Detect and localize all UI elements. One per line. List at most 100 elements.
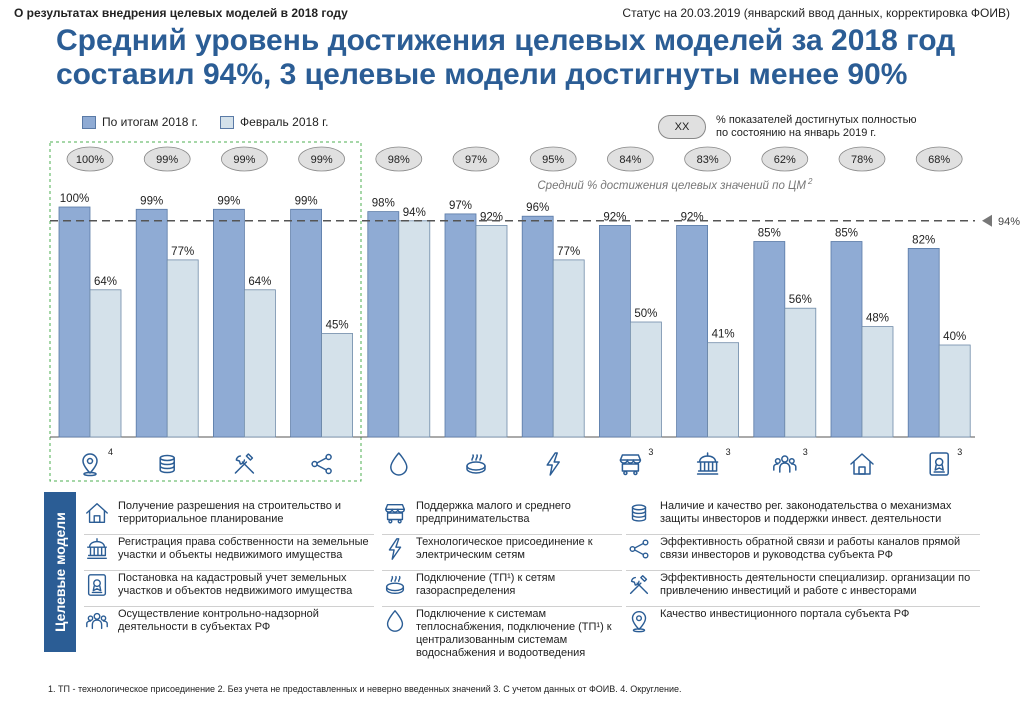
market-stall-icon <box>385 503 405 524</box>
data-label-series1: 96% <box>526 202 549 214</box>
lightning-icon <box>388 538 402 560</box>
target-model-icon <box>626 608 654 634</box>
target-model-icon <box>382 572 410 598</box>
chart-legend: По итогам 2018 г. Февраль 2018 г. <box>82 115 350 129</box>
market-stall-icon <box>619 454 642 476</box>
target-model-item: Подключение (ТП¹) к сетям газораспределе… <box>382 572 622 598</box>
target-models-side-label-text: Целевые модели <box>52 512 69 632</box>
target-model-item: Осуществление контрольно-надзорной деяте… <box>84 608 374 634</box>
data-label-series1: 99% <box>295 195 318 207</box>
bar-series1 <box>58 206 91 438</box>
house-icon <box>86 503 108 523</box>
bar-series1 <box>444 213 477 438</box>
page-title-line-1: Средний уровень достижения целевых модел… <box>56 24 956 57</box>
footnote: 1. ТП - технологическое присоединение 2.… <box>48 684 682 694</box>
bar-series2 <box>707 342 739 438</box>
icon-footnote-marker: 4 <box>108 447 113 457</box>
data-label-series1: 85% <box>835 228 858 240</box>
achievement-pill-label: 100% <box>76 154 104 166</box>
target-model-item: Получение разрешения на строительство и … <box>84 500 374 526</box>
bar-series2 <box>784 307 817 438</box>
achievement-pill-label: 78% <box>851 154 873 166</box>
target-models-side-label: Целевые модели <box>44 492 76 652</box>
data-label-series1: 98% <box>372 198 395 210</box>
bar-series2 <box>243 289 276 438</box>
target-model-item: Подключение к системам теплоснабжения, п… <box>382 608 622 660</box>
house-icon <box>850 453 874 475</box>
row-separator <box>84 570 374 571</box>
bar-series2 <box>861 326 894 438</box>
share-icon <box>629 539 649 559</box>
data-label-series1: 97% <box>449 200 472 212</box>
target-model-text: Поддержка малого и среднего предпринимат… <box>416 500 571 525</box>
target-model-item: Эффективность обратной связи и работы ка… <box>626 536 980 562</box>
row-separator <box>84 534 374 535</box>
bar-series1 <box>521 215 554 438</box>
data-label-series1: 85% <box>758 228 781 240</box>
target-model-text: Осуществление контрольно-надзорной деяте… <box>118 608 319 633</box>
achievement-pill-label: 68% <box>928 154 950 166</box>
target-model-item: Технологическое присоединение к электрич… <box>382 536 622 562</box>
bar-series2 <box>89 289 122 438</box>
data-label-series1: 92% <box>603 211 626 223</box>
target-model-item: Поддержка малого и среднего предпринимат… <box>382 500 622 526</box>
certificate-icon <box>87 574 107 596</box>
target-model-icon <box>84 500 112 526</box>
bar-series2 <box>321 333 354 438</box>
people-icon <box>86 612 108 630</box>
achievement-pill <box>452 146 500 172</box>
page-title-line-2: составил 94%, 3 целевые модели достигнут… <box>56 58 908 91</box>
data-label-series2: 94% <box>403 207 426 219</box>
row-separator <box>382 606 622 607</box>
achievement-pill-label: 99% <box>233 154 255 166</box>
target-model-item: Наличие и качество рег. законодательства… <box>626 500 980 526</box>
target-model-item: Регистрация права собственности на земел… <box>84 536 374 562</box>
data-label-series1: 100% <box>60 193 89 205</box>
data-label-series2: 48% <box>866 313 889 325</box>
data-label-series2: 40% <box>943 331 966 343</box>
certificate-icon <box>929 452 949 476</box>
legend-label-series2: Февраль 2018 г. <box>240 115 329 129</box>
bar-series1 <box>290 208 323 438</box>
gas-burner-icon <box>385 575 405 595</box>
row-separator <box>382 534 622 535</box>
data-label-series2: 50% <box>634 308 657 320</box>
legend-item-series2: Февраль 2018 г. <box>220 115 328 129</box>
bar-series1 <box>135 208 168 438</box>
target-model-text: Эффективность обратной связи и работы ка… <box>660 536 961 561</box>
data-label-series2: 41% <box>712 329 735 341</box>
status-text: Статус на 20.03.2019 (январский ввод дан… <box>622 6 1010 20</box>
target-model-text: Постановка на кадастровый учет земельных… <box>118 572 353 597</box>
achievement-pill-label: 99% <box>156 154 178 166</box>
tools-icon <box>234 453 255 474</box>
achievement-pill <box>298 146 346 172</box>
achievement-pill <box>220 146 268 172</box>
target-model-text: Наличие и качество рег. законодательства… <box>660 500 952 525</box>
row-separator <box>626 534 980 535</box>
data-label-series2: 77% <box>557 246 580 258</box>
achievement-pill-label: 97% <box>465 154 487 166</box>
tools-icon <box>629 575 649 595</box>
pill-legend-marker: XX <box>658 115 706 139</box>
bar-series1 <box>367 211 400 438</box>
legend-label-series1: По итогам 2018 г. <box>102 115 199 129</box>
water-drop-icon <box>390 452 408 476</box>
icon-footnote-marker: 3 <box>957 447 962 457</box>
achievement-pill-label: 99% <box>311 154 333 166</box>
government-building-icon <box>696 452 719 475</box>
data-label-series2: 45% <box>326 320 349 332</box>
achievement-pill-label: 95% <box>542 154 564 166</box>
icon-footnote-marker: 3 <box>803 447 808 457</box>
achievement-pill <box>529 146 577 172</box>
target-model-text: Качество инвестиционного портала субъект… <box>660 608 910 620</box>
target-model-icon <box>84 572 112 598</box>
row-separator <box>382 570 622 571</box>
lightning-icon <box>546 452 560 476</box>
average-caption-footnote: 2 <box>807 177 813 186</box>
data-label-series1: 99% <box>140 195 163 207</box>
government-building-icon <box>87 538 107 559</box>
target-model-text: Эффективность деятельности специализир. … <box>660 572 971 597</box>
target-model-text: Подключение (ТП¹) к сетям газораспределе… <box>416 572 556 597</box>
bar-series1 <box>907 248 940 438</box>
icon-footnote-marker: 3 <box>648 447 653 457</box>
